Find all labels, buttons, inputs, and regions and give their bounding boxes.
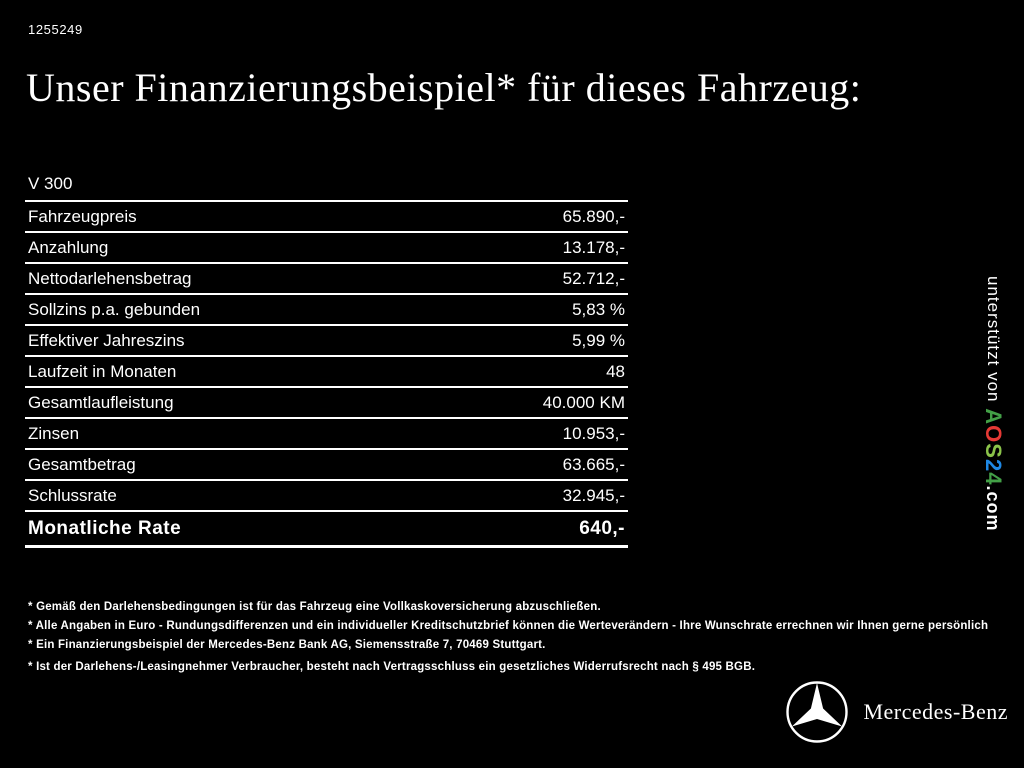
page-title: Unser Finanzierungsbeispiel* für dieses … (26, 65, 862, 110)
row-value: 65.890,- (562, 206, 625, 226)
row-value: 63.665,- (562, 454, 625, 474)
table-row: Laufzeit in Monaten 48 (25, 357, 628, 388)
supported-by-strip: unterstützt von AOS24.com (980, 276, 1006, 531)
row-value: 32.945,- (562, 485, 625, 505)
table-row: Zinsen 10.953,- (25, 419, 628, 450)
row-label: Monatliche Rate (28, 517, 182, 539)
row-value: 13.178,- (562, 237, 625, 257)
aos24-logo-letter: S (981, 443, 1006, 459)
table-row: Sollzins p.a. gebunden 5,83 % (25, 295, 628, 326)
aos24-domain-text: .com (983, 485, 1003, 532)
finance-table: V 300 Fahrzeugpreis 65.890,- Anzahlung 1… (25, 170, 628, 548)
model-name: V 300 (25, 170, 628, 202)
row-label: Anzahlung (28, 237, 109, 257)
aos24-logo-letter: O (981, 425, 1006, 444)
row-value: 640,- (579, 517, 625, 539)
row-value: 5,99 % (572, 330, 625, 350)
row-label: Schlussrate (28, 485, 117, 505)
row-label: Sollzins p.a. gebunden (28, 299, 201, 319)
supported-by-text: unterstützt von (984, 276, 1003, 409)
row-label: Gesamtlaufleistung (28, 392, 174, 412)
table-row: Fahrzeugpreis 65.890,- (25, 202, 628, 233)
aos24-logo-letter: 2 (981, 458, 1006, 473)
footnote: * Ein Finanzierungsbeispiel der Mercedes… (28, 639, 546, 651)
aos24-logo-letter: A (981, 408, 1006, 426)
row-label: Effektiver Jahreszins (28, 330, 185, 350)
table-row: Effektiver Jahreszins 5,99 % (25, 326, 628, 357)
row-label: Zinsen (28, 423, 80, 443)
footnote: * Gemäß den Darlehensbedingungen ist für… (28, 601, 601, 613)
table-row: Gesamtlaufleistung 40.000 KM (25, 388, 628, 419)
row-label: Gesamtbetrag (28, 454, 136, 474)
row-label: Nettodarlehensbetrag (28, 268, 192, 288)
row-value: 52.712,- (562, 268, 625, 288)
footnote: * Alle Angaben in Euro - Rundungsdiffere… (28, 620, 989, 632)
monthly-rate-row: Monatliche Rate 640,- (25, 512, 628, 548)
table-row: Schlussrate 32.945,- (25, 481, 628, 512)
row-label: Fahrzeugpreis (28, 206, 137, 226)
brand-name: Mercedes-Benz (863, 699, 1008, 724)
footnote: * Ist der Darlehens-/Leasingnehmer Verbr… (28, 661, 756, 673)
table-row: Gesamtbetrag 63.665,- (25, 450, 628, 481)
brand-footer: Mercedes-Benz (785, 680, 1008, 744)
row-value: 48 (606, 361, 625, 381)
page-id: 1255249 (28, 22, 83, 37)
row-label: Laufzeit in Monaten (28, 361, 177, 381)
table-row: Nettodarlehensbetrag 52.712,- (25, 264, 628, 295)
footnotes: * Gemäß den Darlehensbedingungen ist für… (28, 601, 989, 680)
row-value: 40.000 KM (542, 392, 625, 412)
row-value: 5,83 % (572, 299, 625, 319)
row-value: 10.953,- (562, 423, 625, 443)
table-row: Anzahlung 13.178,- (25, 233, 628, 264)
mercedes-star-icon (785, 680, 849, 744)
aos24-logo-letter: 4 (981, 472, 1006, 486)
